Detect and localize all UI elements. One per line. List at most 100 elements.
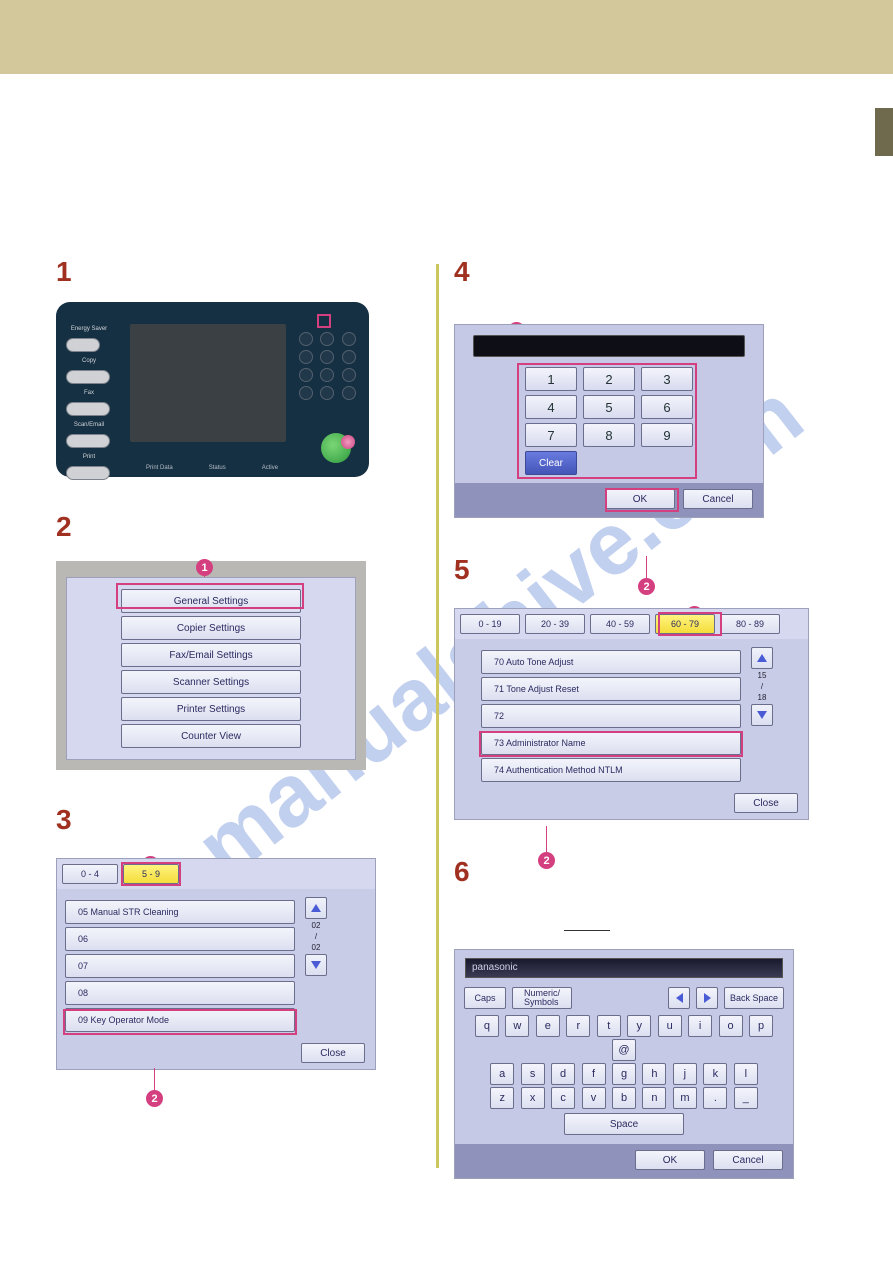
key-w[interactable]: w xyxy=(505,1015,529,1037)
tab-40-59[interactable]: 40 - 59 xyxy=(590,614,650,634)
row-07[interactable]: 07 xyxy=(65,954,295,978)
hw-key[interactable] xyxy=(299,332,313,346)
numeric-symbols-button[interactable]: Numeric/ Symbols xyxy=(512,987,572,1009)
cursor-left-button[interactable] xyxy=(668,987,690,1009)
hw-key[interactable] xyxy=(320,350,334,364)
key-s[interactable]: s xyxy=(521,1063,545,1085)
key-z[interactable]: z xyxy=(490,1087,514,1109)
key-u[interactable]: u xyxy=(658,1015,682,1037)
key-at[interactable]: @ xyxy=(612,1039,636,1061)
row-71[interactable]: 71 Tone Adjust Reset xyxy=(481,677,741,701)
backspace-button[interactable]: Back Space xyxy=(724,987,784,1009)
scanner-settings-button[interactable]: Scanner Settings xyxy=(121,670,301,694)
key-c[interactable]: c xyxy=(551,1087,575,1109)
key-g[interactable]: g xyxy=(612,1063,636,1085)
cursor-right-button[interactable] xyxy=(696,987,718,1009)
counter-view-button[interactable]: Counter View xyxy=(121,724,301,748)
key-p[interactable]: p xyxy=(749,1015,773,1037)
space-button[interactable]: Space xyxy=(564,1113,684,1135)
close-button[interactable]: Close xyxy=(734,793,798,813)
key-f[interactable]: f xyxy=(582,1063,606,1085)
key-h[interactable]: h xyxy=(642,1063,666,1085)
row-05[interactable]: 05 Manual STR Cleaning xyxy=(65,900,295,924)
scroll-up-button[interactable] xyxy=(751,647,773,669)
fax-button[interactable] xyxy=(66,402,110,416)
row-74[interactable]: 74 Authentication Method NTLM xyxy=(481,758,741,782)
key-q[interactable]: q xyxy=(475,1015,499,1037)
start-button[interactable] xyxy=(321,433,351,463)
key-dot[interactable]: . xyxy=(703,1087,727,1109)
key-n[interactable]: n xyxy=(642,1087,666,1109)
scroll-down-button[interactable] xyxy=(751,704,773,726)
key-underscore[interactable]: _ xyxy=(734,1087,758,1109)
row-70[interactable]: 70 Auto Tone Adjust xyxy=(481,650,741,674)
clear-button[interactable]: Clear xyxy=(525,451,577,475)
key-b[interactable]: b xyxy=(612,1087,636,1109)
key-2[interactable]: 2 xyxy=(583,367,635,391)
key-r[interactable]: r xyxy=(566,1015,590,1037)
row-09[interactable]: 09 Key Operator Mode xyxy=(65,1008,295,1032)
key-t[interactable]: t xyxy=(597,1015,621,1037)
hw-key[interactable] xyxy=(320,368,334,382)
general-settings-button[interactable]: General Settings xyxy=(121,589,301,613)
callout-1: 1 xyxy=(196,559,213,576)
key-1[interactable]: 1 xyxy=(525,367,577,391)
hw-key[interactable] xyxy=(299,386,313,400)
text-input-field[interactable]: panasonic xyxy=(465,958,783,978)
key-a[interactable]: a xyxy=(490,1063,514,1085)
key-l[interactable]: l xyxy=(734,1063,758,1085)
key-8[interactable]: 8 xyxy=(583,423,635,447)
tab-0-19[interactable]: 0 - 19 xyxy=(460,614,520,634)
key-d[interactable]: d xyxy=(551,1063,575,1085)
arrow-up-icon xyxy=(757,654,767,662)
key-3[interactable]: 3 xyxy=(641,367,693,391)
scroll-up-button[interactable] xyxy=(305,897,327,919)
key-k[interactable]: k xyxy=(703,1063,727,1085)
close-button[interactable]: Close xyxy=(301,1043,365,1063)
cancel-button[interactable]: Cancel xyxy=(683,489,753,509)
key-5[interactable]: 5 xyxy=(583,395,635,419)
key-x[interactable]: x xyxy=(521,1087,545,1109)
ok-button[interactable]: OK xyxy=(605,489,675,509)
passcode-field[interactable] xyxy=(473,335,745,357)
key-6[interactable]: 6 xyxy=(641,395,693,419)
tab-5-9[interactable]: 5 - 9 xyxy=(123,864,179,884)
copy-button[interactable] xyxy=(66,370,110,384)
tab-80-89[interactable]: 80 - 89 xyxy=(720,614,780,634)
hw-key[interactable] xyxy=(320,332,334,346)
tab-60-79[interactable]: 60 - 79 xyxy=(655,614,715,634)
hw-key[interactable] xyxy=(299,368,313,382)
key-e[interactable]: e xyxy=(536,1015,560,1037)
energy-saver-button[interactable] xyxy=(66,338,100,352)
row-06[interactable]: 06 xyxy=(65,927,295,951)
key-j[interactable]: j xyxy=(673,1063,697,1085)
key-7[interactable]: 7 xyxy=(525,423,577,447)
hw-key[interactable] xyxy=(342,386,356,400)
printer-settings-button[interactable]: Printer Settings xyxy=(121,697,301,721)
scroll-down-button[interactable] xyxy=(305,954,327,976)
scan-button[interactable] xyxy=(66,434,110,448)
key-i[interactable]: i xyxy=(688,1015,712,1037)
print-button[interactable] xyxy=(66,466,110,480)
row-73[interactable]: 73 Administrator Name xyxy=(481,731,741,755)
hw-key[interactable] xyxy=(299,350,313,364)
hw-key[interactable] xyxy=(320,386,334,400)
fax-email-settings-button[interactable]: Fax/Email Settings xyxy=(121,643,301,667)
key-m[interactable]: m xyxy=(673,1087,697,1109)
hw-key[interactable] xyxy=(342,368,356,382)
tab-20-39[interactable]: 20 - 39 xyxy=(525,614,585,634)
tab-0-4[interactable]: 0 - 4 xyxy=(62,864,118,884)
ok-button[interactable]: OK xyxy=(635,1150,705,1170)
row-72[interactable]: 72 xyxy=(481,704,741,728)
key-v[interactable]: v xyxy=(582,1087,606,1109)
cancel-button[interactable]: Cancel xyxy=(713,1150,783,1170)
key-y[interactable]: y xyxy=(627,1015,651,1037)
hw-key[interactable] xyxy=(342,350,356,364)
key-o[interactable]: o xyxy=(719,1015,743,1037)
caps-button[interactable]: Caps xyxy=(464,987,506,1009)
key-9[interactable]: 9 xyxy=(641,423,693,447)
copier-settings-button[interactable]: Copier Settings xyxy=(121,616,301,640)
key-4[interactable]: 4 xyxy=(525,395,577,419)
row-08[interactable]: 08 xyxy=(65,981,295,1005)
hw-key[interactable] xyxy=(342,332,356,346)
